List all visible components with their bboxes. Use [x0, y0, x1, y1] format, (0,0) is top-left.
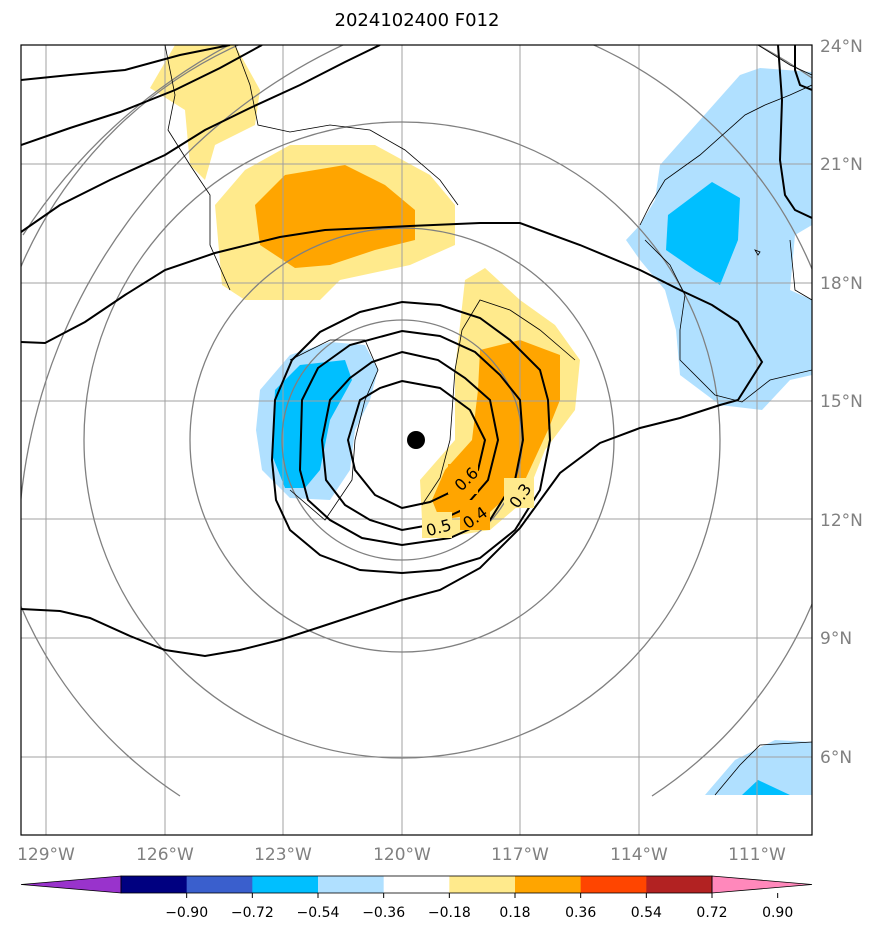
negative-anomaly-light [705, 740, 812, 795]
lat-label-12n: 12°N [820, 511, 863, 531]
colorbar-extend-high [711, 875, 813, 894]
colorbar-extend-low [20, 875, 122, 894]
colorbar-segment [252, 876, 319, 893]
colorbar-tick-label: 0.90 [762, 905, 793, 921]
colorbar-frame [120, 875, 713, 894]
negative-anomaly-medium [666, 182, 740, 285]
lon-label-126w: 126°W [136, 845, 194, 865]
lat-label-21n: 21°N [820, 155, 863, 175]
colorbar-tick-label: 0.54 [631, 905, 662, 921]
latitude-labels: 24°N 21°N 18°N 15°N 12°N 9°N 6°N [820, 37, 863, 768]
positive-anomaly-light [150, 45, 260, 180]
negative-anomaly-medium [742, 780, 790, 795]
lon-label-120w: 120°W [373, 845, 431, 865]
colorbar-segment [646, 876, 713, 893]
lat-label-24n: 24°N [820, 37, 863, 57]
positive-anomaly-medium [255, 165, 415, 268]
colorbar-tick-label: −0.18 [428, 905, 471, 921]
colorbar-segment [318, 876, 385, 893]
colorbar-tick-label: 0.72 [696, 905, 727, 921]
map-frame [20, 44, 813, 836]
colorbar-segment [515, 876, 582, 893]
colorbar: −0.90 −0.72 −0.54 −0.36 −0.18 0.18 0.36 0.54 0.7… [20, 875, 813, 921]
thin-contours [164, 45, 812, 796]
colorbar-segment [383, 876, 450, 893]
colorbar-tick-label: −0.90 [165, 905, 208, 921]
colorbar-tick-label: −0.72 [231, 905, 274, 921]
thick-contours [21, 45, 812, 658]
colorbar-segment [449, 876, 516, 893]
map-plot-area: 0.6 0.5 0.4 0.3 [21, 45, 812, 835]
lon-label-111w: 111°W [728, 845, 786, 865]
lon-label-129w: 129°W [17, 845, 75, 865]
longitude-labels: 129°W 126°W 123°W 120°W 117°W 114°W 111°… [17, 845, 786, 865]
shaded-field [150, 45, 812, 795]
colorbar-segment [580, 876, 647, 893]
storm-center-marker [407, 431, 425, 449]
lon-label-117w: 117°W [491, 845, 549, 865]
colorbar-tick-label: 0.36 [565, 905, 596, 921]
colorbar-tick-label: −0.36 [362, 905, 405, 921]
lon-label-114w: 114°W [610, 845, 668, 865]
lon-label-123w: 123°W [254, 845, 312, 865]
lat-label-9n: 9°N [820, 629, 852, 649]
colorbar-tick-label: −0.54 [297, 905, 340, 921]
colorbar-tick-label: 0.18 [499, 905, 530, 921]
colorbar-segment [186, 876, 253, 893]
lat-label-15n: 15°N [820, 392, 863, 412]
lat-label-6n: 6°N [820, 748, 852, 768]
lat-label-18n: 18°N [820, 274, 863, 294]
gridlines [21, 45, 812, 835]
colorbar-segment [121, 876, 188, 893]
map-title: 2024102400 F012 [334, 10, 500, 31]
